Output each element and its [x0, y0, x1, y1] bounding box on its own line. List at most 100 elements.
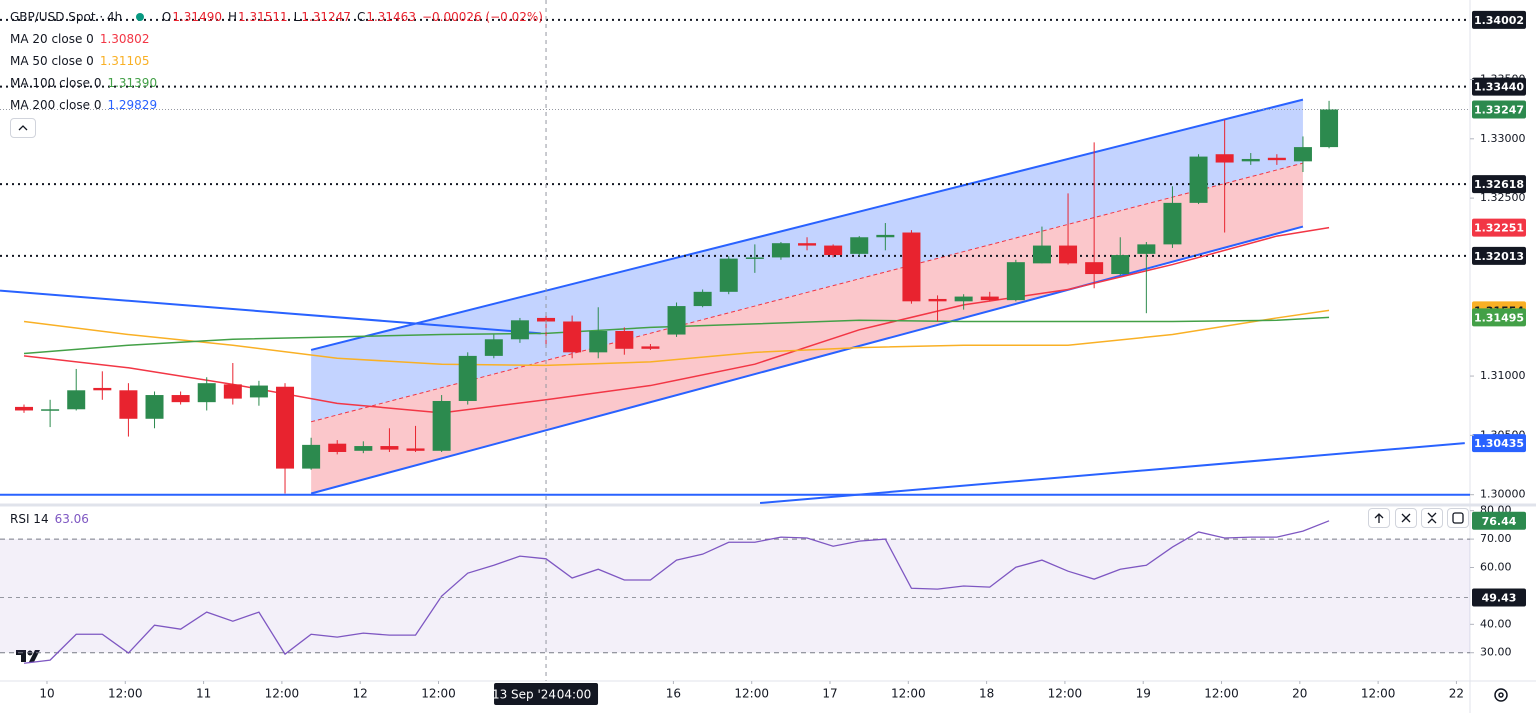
candle-body — [980, 296, 999, 301]
candle-body — [1293, 147, 1312, 162]
x-tick-label: 12:00 — [734, 687, 769, 701]
rsi-crosshair-label-box — [1472, 588, 1526, 607]
ma-legend-row: MA 50 close 0 1.31105 — [10, 50, 163, 72]
x-tick-label: 22 — [1449, 687, 1464, 701]
channel-upper-line — [310, 98, 1304, 351]
y-tick-label: 1.33000 — [1480, 132, 1526, 145]
candle-body — [1241, 158, 1260, 162]
trendline — [0, 289, 541, 335]
candle-body — [328, 443, 347, 452]
candle-body — [850, 237, 869, 254]
maximize-icon — [1452, 512, 1464, 524]
x-tick-label: 12:00 — [1361, 687, 1396, 701]
candle-body — [145, 395, 164, 419]
candle-body — [67, 390, 86, 410]
price-pane — [0, 18, 1470, 504]
candle-body — [432, 400, 451, 451]
rsi-line — [23, 520, 1330, 664]
candle-body — [249, 385, 268, 398]
close-pane-button[interactable] — [1395, 508, 1417, 528]
x-tick-label: 12:00 — [1048, 687, 1083, 701]
candle-body — [15, 406, 34, 411]
ma-legend-row: MA 100 close 0 1.31390 — [10, 72, 163, 94]
y-tick-label: 1.30000 — [1480, 488, 1526, 501]
ma-legend-row: MA 200 close 0 1.29829 — [10, 94, 163, 116]
ohlc-value: 1.31247 — [301, 10, 351, 24]
ma-name: MA 50 close 0 — [10, 54, 94, 68]
candle-body — [1215, 154, 1234, 163]
candle-body — [954, 296, 973, 302]
y-tick-label: 1.31000 — [1480, 369, 1526, 382]
candle-body — [615, 330, 634, 349]
ma-line — [23, 309, 1330, 367]
level-label-text: 1.33440 — [1474, 81, 1524, 94]
ohlc-change: −0.00026 (−0.02%) — [421, 10, 543, 24]
ma-last-label-box — [1472, 308, 1526, 327]
candle-body — [171, 395, 190, 403]
candle-body — [354, 446, 373, 451]
candle-body — [876, 234, 895, 238]
move-up-button[interactable] — [1368, 508, 1390, 528]
chevron-up — [18, 125, 28, 131]
candle-body — [1085, 262, 1104, 275]
candle-body — [1137, 244, 1156, 254]
collapse-pane-button[interactable] — [1421, 508, 1443, 528]
candle-body — [771, 243, 790, 258]
rsi-y-tick-label: 30.00 — [1480, 646, 1512, 659]
candle-body — [93, 387, 112, 391]
x-tick-label: 16 — [666, 687, 681, 701]
rsi-y-tick-label: 40.00 — [1480, 617, 1512, 630]
symbol-legend: GBP/USD Spot · 4h O1.31490 H1.31511 L1.312… — [10, 6, 549, 28]
ohlc-key: O — [161, 10, 172, 24]
ma-legend-row: MA 20 close 0 1.30802 — [10, 28, 163, 50]
rsi-y-tick-label: 70.00 — [1480, 532, 1512, 545]
candle-body — [824, 245, 843, 256]
level-label-box — [1472, 77, 1526, 96]
level-label-box — [1472, 175, 1526, 194]
candle-body — [928, 298, 947, 302]
rsi-value: 63.06 — [54, 512, 89, 526]
ma-last-label-box — [1472, 218, 1526, 237]
maximize-pane-button[interactable] — [1447, 508, 1469, 528]
x-tick-label: 20 — [1292, 687, 1307, 701]
arrow-up-icon — [1374, 513, 1384, 523]
x-tick-label: 12 — [353, 687, 368, 701]
collapse-legend-button[interactable] — [10, 118, 36, 138]
ohlc-key: C — [356, 10, 366, 24]
collapse-icon — [1427, 512, 1437, 524]
channel-lower-fill — [311, 163, 1303, 494]
candle-body — [667, 306, 686, 335]
level-label-box — [1472, 246, 1526, 265]
x-tick-label: 12:00 — [265, 687, 300, 701]
rsi-crosshair-label-text: 49.43 — [1482, 592, 1517, 605]
last-price-label-text: 1.33247 — [1474, 103, 1524, 116]
candle-body — [589, 330, 608, 353]
y-tick-label: 1.32500 — [1480, 191, 1526, 204]
settings-icon[interactable] — [1494, 688, 1508, 702]
trendline — [759, 442, 1465, 504]
x-tick-label: 10 — [39, 687, 54, 701]
axes: 1.30435 1.34002 1.33440 1.32618 1.32013 1.322… — [1472, 10, 1526, 453]
channel-upper-fill — [311, 99, 1303, 422]
x-tick-label: 12:00 — [891, 687, 926, 701]
candle-body — [223, 384, 242, 399]
candle-body — [302, 444, 321, 469]
close-icon — [1401, 513, 1411, 523]
x-tick-label: 12:00 — [421, 687, 456, 701]
ma-last-label-text: 1.32251 — [1474, 222, 1524, 235]
ohlc-key: L — [293, 10, 301, 24]
ma-value: 1.29829 — [107, 98, 158, 112]
crosshair-date: 13 Sep '24 — [492, 688, 556, 702]
candle-body — [641, 346, 660, 349]
candle-body — [41, 409, 60, 411]
candle-body — [458, 355, 477, 401]
symbol-title: GBP/USD Spot · 4h — [10, 10, 123, 24]
candle-body — [484, 339, 503, 356]
ma-legend: MA 20 close 0 1.30802 MA 50 close 0 1.31105… — [10, 28, 163, 116]
candle-body — [693, 291, 712, 307]
rsi-band — [0, 539, 1470, 653]
ohlc-key: H — [227, 10, 237, 24]
candle-body — [1006, 262, 1025, 301]
ma-value: 1.30802 — [99, 32, 150, 46]
x-tick-label: 18 — [979, 687, 994, 701]
